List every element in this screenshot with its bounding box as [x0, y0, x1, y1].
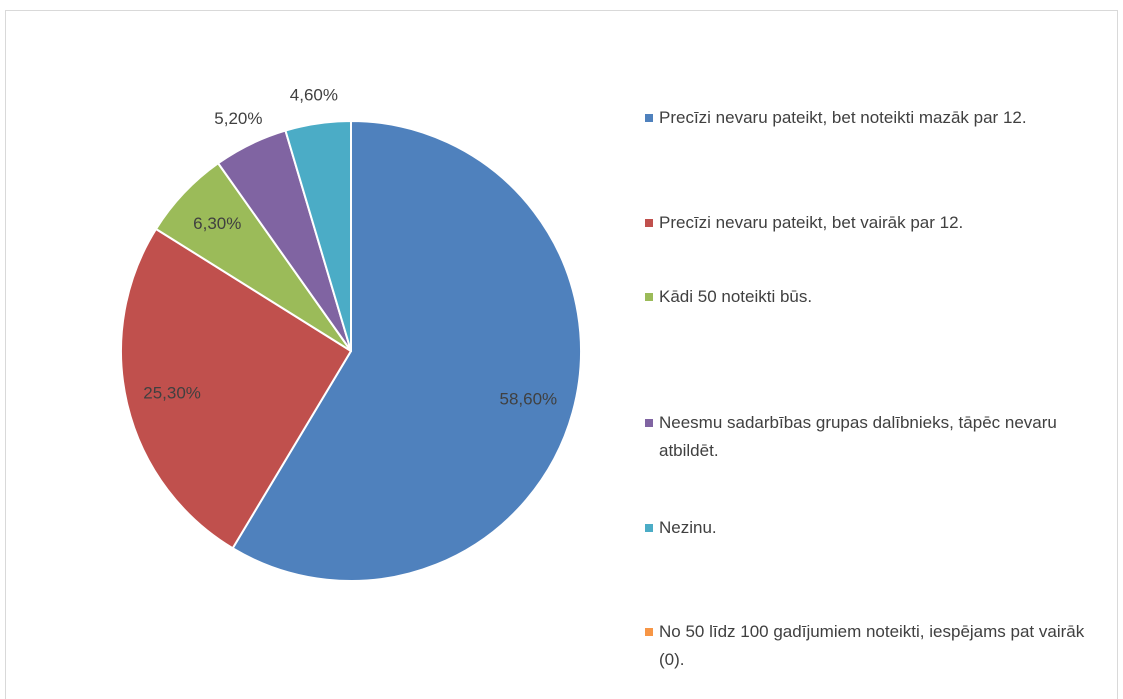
legend-item: Precīzi nevaru pateikt, bet vairāk par 1… [645, 209, 1110, 237]
data-label: 4,60% [290, 86, 338, 105]
legend-swatch [645, 114, 653, 122]
legend-item: Precīzi nevaru pateikt, bet noteikti maz… [645, 104, 1110, 132]
frame [5, 10, 1118, 699]
legend-item: No 50 līdz 100 gadījumiem noteikti, iesp… [645, 618, 1110, 674]
legend-label: Kādi 50 noteikti būs. [659, 287, 813, 306]
legend-label: Nezinu. [659, 518, 717, 537]
legend-item: Kādi 50 noteikti būs. [645, 283, 1110, 311]
data-label: 6,30% [193, 214, 241, 233]
pie-slice [120, 227, 352, 550]
legend-label: Neesmu sadarbības grupas dalībnieks, tāp… [659, 413, 1057, 460]
legend-item: Nezinu. [645, 514, 1110, 542]
legend-swatch [645, 219, 653, 227]
legend-swatch [645, 628, 653, 636]
legend-item: Neesmu sadarbības grupas dalībnieks, tāp… [645, 409, 1110, 465]
legend-label: Precīzi nevaru pateikt, bet noteikti maz… [659, 108, 1027, 127]
data-label: 58,60% [499, 390, 557, 409]
legend-label: No 50 līdz 100 gadījumiem noteikti, iesp… [659, 622, 1085, 669]
pie-slice [231, 120, 582, 582]
data-label: 25,30% [143, 383, 201, 402]
legend-swatch [645, 524, 653, 532]
legend-label: Precīzi nevaru pateikt, bet vairāk par 1… [659, 213, 964, 232]
pie-slice [284, 120, 352, 352]
legend-swatch [645, 419, 653, 427]
data-label: 5,20% [214, 109, 262, 128]
legend-swatch [645, 293, 653, 301]
